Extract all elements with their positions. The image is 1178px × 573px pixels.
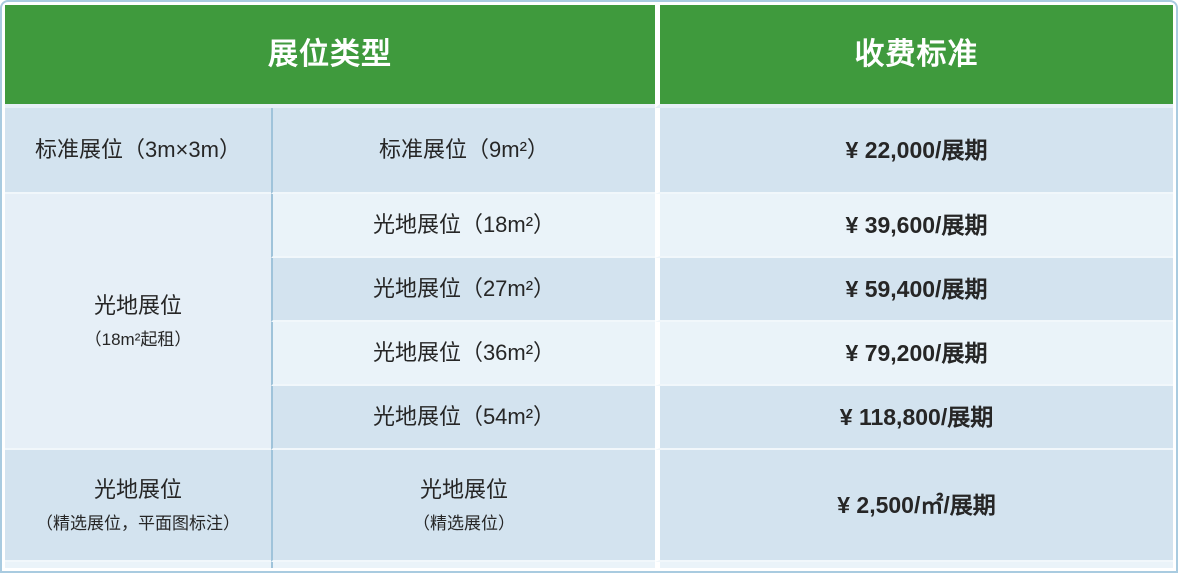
featured-spec-note: （精选展位） bbox=[413, 513, 515, 533]
open-space-spec-cell: 光地展位（36m²） bbox=[271, 322, 655, 386]
open-space-category-note: （18m²起租） bbox=[84, 329, 192, 349]
standard-category-cell: 标准展位（3m×3m） bbox=[5, 108, 271, 194]
featured-price-cell: ¥ 2,500/㎡/展期 bbox=[655, 450, 1173, 562]
open-space-category-label: 光地展位 bbox=[93, 293, 182, 319]
booth-pricing-table: 展位类型 收费标准 标准展位（3m×3m） 标准展位（9m²） ¥ 22,000… bbox=[5, 5, 1173, 568]
featured-spec-cell: 光地展位 （精选展位） bbox=[271, 450, 655, 562]
header-fee-standard: 收费标准 bbox=[655, 5, 1173, 108]
standard-price-cell: ¥ 22,000/展期 bbox=[655, 108, 1173, 194]
open-space-spec-cell: 光地展位（27m²） bbox=[271, 258, 655, 322]
header-booth-type: 展位类型 bbox=[5, 5, 655, 108]
featured-category-label: 光地展位 bbox=[93, 477, 182, 503]
open-space-spec-cell: 光地展位（18m²） bbox=[271, 194, 655, 258]
bottom-row-sliver bbox=[271, 562, 655, 568]
open-space-spec-cell: 光地展位（54m²） bbox=[271, 386, 655, 450]
open-space-price-cell: ¥ 79,200/展期 bbox=[655, 322, 1173, 386]
featured-category-note: （精选展位，平面图标注） bbox=[36, 513, 240, 533]
open-space-price-cell: ¥ 39,600/展期 bbox=[655, 194, 1173, 258]
open-space-price-cell: ¥ 59,400/展期 bbox=[655, 258, 1173, 322]
featured-spec-label: 光地展位 bbox=[419, 477, 508, 503]
featured-category-cell: 光地展位 （精选展位，平面图标注） bbox=[5, 450, 271, 562]
open-space-price-cell: ¥ 118,800/展期 bbox=[655, 386, 1173, 450]
bottom-row-sliver bbox=[655, 562, 1173, 568]
open-space-category-cell: 光地展位 （18m²起租） bbox=[5, 194, 271, 450]
standard-spec-cell: 标准展位（9m²） bbox=[271, 108, 655, 194]
bottom-row-sliver bbox=[5, 562, 271, 568]
